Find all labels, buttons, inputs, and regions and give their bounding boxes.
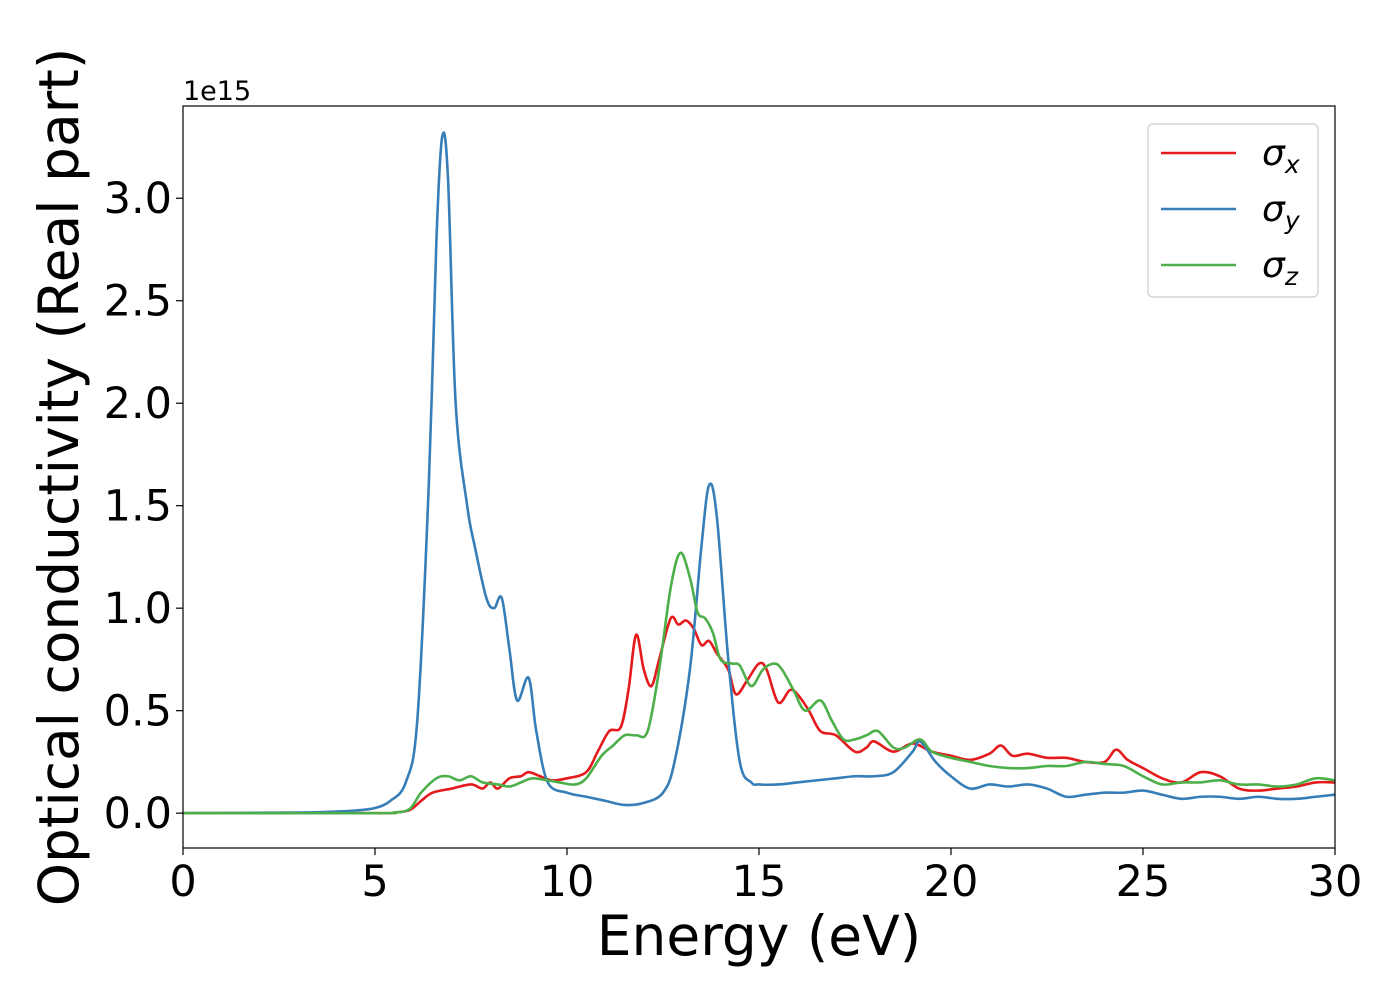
x-tick-label: 25 [1116, 857, 1171, 907]
x-tick-label: 5 [361, 857, 388, 907]
y-offset-text: 1e15 [183, 76, 251, 107]
y-tick-label: 2.0 [104, 379, 172, 429]
series-layer [182, 131, 1336, 815]
legend-box [1147, 123, 1319, 298]
y-tick-label: 0.5 [104, 687, 172, 737]
y-tick-label: 3.0 [104, 174, 172, 224]
y-tick-label: 0.0 [104, 789, 172, 839]
x-tick-label: 10 [540, 857, 595, 907]
y-tick-label: 2.5 [104, 277, 172, 327]
y-tick-label: 1.5 [104, 482, 172, 532]
x-tick-label: 30 [1308, 857, 1363, 907]
x-tick-label: 20 [924, 857, 979, 907]
y-tick-label: 1.0 [104, 584, 172, 634]
x-tick-label: 15 [732, 857, 787, 907]
x-axis-title: Energy (eV) [597, 904, 921, 968]
y-axis-title: Optical conductivity (Real part) [27, 48, 91, 907]
x-tick-label: 0 [169, 857, 196, 907]
series-line-z [182, 551, 1336, 815]
series-line-x [182, 615, 1336, 815]
ticks-layer: 0 5 10 15 20 25 30 0.0 0.5 1.0 1.5 2.0 2.5 3.0 [104, 174, 1363, 907]
series-line-y [182, 131, 1336, 815]
